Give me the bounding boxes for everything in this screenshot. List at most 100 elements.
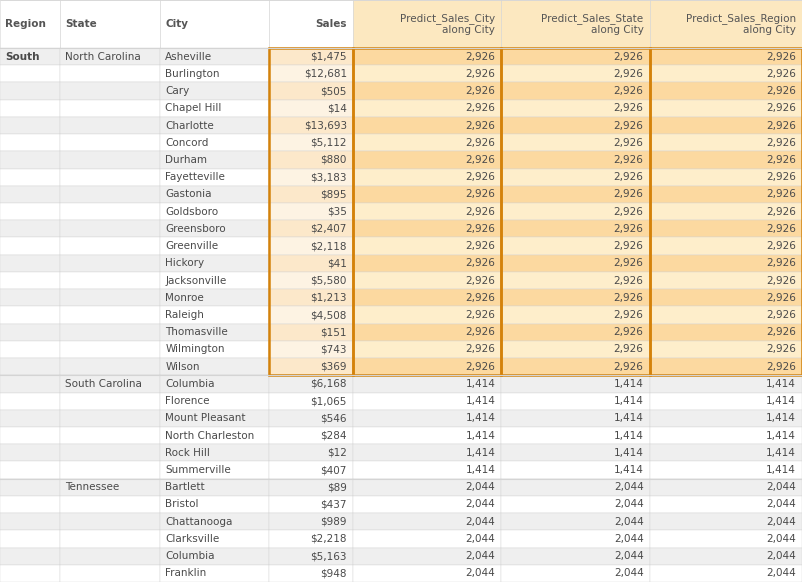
Bar (269, 444, 353, 462)
Bar (650, 272, 802, 289)
Bar (269, 375, 353, 392)
Bar (501, 289, 650, 306)
Bar (650, 306, 802, 324)
Text: 2,926: 2,926 (465, 69, 496, 79)
Bar (60, 496, 160, 513)
Bar (0, 272, 60, 289)
Bar (269, 48, 353, 65)
Text: 2,926: 2,926 (766, 52, 796, 62)
Bar (501, 548, 650, 565)
Text: 2,926: 2,926 (766, 172, 796, 182)
Text: 1,414: 1,414 (766, 431, 796, 441)
Bar (160, 83, 269, 100)
Text: Chattanooga: Chattanooga (165, 517, 233, 527)
Bar (269, 462, 353, 478)
Bar (353, 427, 501, 444)
Bar (353, 410, 501, 427)
Bar (269, 237, 353, 255)
Bar (160, 100, 269, 117)
Bar (269, 478, 353, 496)
Text: 2,926: 2,926 (465, 207, 496, 217)
Bar (60, 341, 160, 358)
Bar (60, 462, 160, 478)
Bar (650, 255, 802, 272)
Text: 2,926: 2,926 (614, 327, 644, 337)
Text: 2,044: 2,044 (766, 499, 796, 509)
Text: South Carolina: South Carolina (65, 379, 142, 389)
Text: 1,414: 1,414 (465, 413, 496, 423)
Bar (353, 203, 501, 220)
Bar (60, 48, 160, 65)
Bar (160, 220, 269, 237)
Bar (650, 392, 802, 410)
Text: Fayetteville: Fayetteville (165, 172, 225, 182)
Bar (160, 306, 269, 324)
Bar (0, 341, 60, 358)
Text: 2,926: 2,926 (766, 69, 796, 79)
Bar (501, 358, 650, 375)
Bar (650, 100, 802, 117)
Bar (160, 134, 269, 151)
Bar (160, 427, 269, 444)
Bar (269, 565, 353, 582)
Bar (650, 410, 802, 427)
Bar (60, 151, 160, 169)
Text: Burlington: Burlington (165, 69, 220, 79)
Text: Charlotte: Charlotte (165, 120, 214, 130)
Text: $2,118: $2,118 (310, 241, 347, 251)
Bar (0, 289, 60, 306)
Bar (501, 306, 650, 324)
Bar (650, 375, 802, 392)
Text: 2,926: 2,926 (766, 241, 796, 251)
Text: Columbia: Columbia (165, 551, 215, 561)
Text: City: City (165, 19, 188, 29)
Bar (60, 255, 160, 272)
Text: Tennessee: Tennessee (65, 482, 119, 492)
Bar (160, 565, 269, 582)
Text: 2,926: 2,926 (766, 258, 796, 268)
Text: Predict_Sales_Region
along City: Predict_Sales_Region along City (686, 13, 796, 36)
Text: 1,414: 1,414 (465, 396, 496, 406)
Bar (650, 48, 802, 375)
Text: 1,414: 1,414 (766, 448, 796, 458)
Text: 1,414: 1,414 (766, 465, 796, 475)
Bar (353, 375, 501, 392)
Text: Predict_Sales_State
along City: Predict_Sales_State along City (541, 13, 644, 36)
Bar (269, 255, 353, 272)
Text: Goldsboro: Goldsboro (165, 207, 218, 217)
Bar (60, 306, 160, 324)
Bar (650, 203, 802, 220)
Text: 2,926: 2,926 (465, 241, 496, 251)
Bar (353, 220, 501, 237)
Bar (0, 462, 60, 478)
Text: $369: $369 (320, 361, 347, 372)
Text: 2,926: 2,926 (465, 189, 496, 200)
Bar (60, 410, 160, 427)
Text: 2,044: 2,044 (465, 534, 496, 544)
Text: 2,926: 2,926 (614, 52, 644, 62)
Text: Concord: Concord (165, 138, 209, 148)
Text: 2,926: 2,926 (465, 138, 496, 148)
Bar (0, 478, 60, 496)
Bar (160, 530, 269, 548)
Text: 1,414: 1,414 (766, 396, 796, 406)
Text: 2,926: 2,926 (614, 189, 644, 200)
Text: $948: $948 (320, 569, 347, 579)
Text: 2,926: 2,926 (465, 327, 496, 337)
Bar (269, 427, 353, 444)
Bar (0, 427, 60, 444)
Text: 2,926: 2,926 (766, 275, 796, 286)
Bar (269, 100, 353, 117)
Bar (0, 375, 60, 392)
Bar (0, 186, 60, 203)
Bar (60, 530, 160, 548)
Text: 2,044: 2,044 (614, 482, 644, 492)
Text: 2,926: 2,926 (614, 172, 644, 182)
Bar (269, 496, 353, 513)
Bar (269, 392, 353, 410)
Text: $2,407: $2,407 (310, 224, 347, 234)
Bar (269, 341, 353, 358)
Bar (0, 255, 60, 272)
Bar (0, 65, 60, 83)
Text: Clarksville: Clarksville (165, 534, 220, 544)
